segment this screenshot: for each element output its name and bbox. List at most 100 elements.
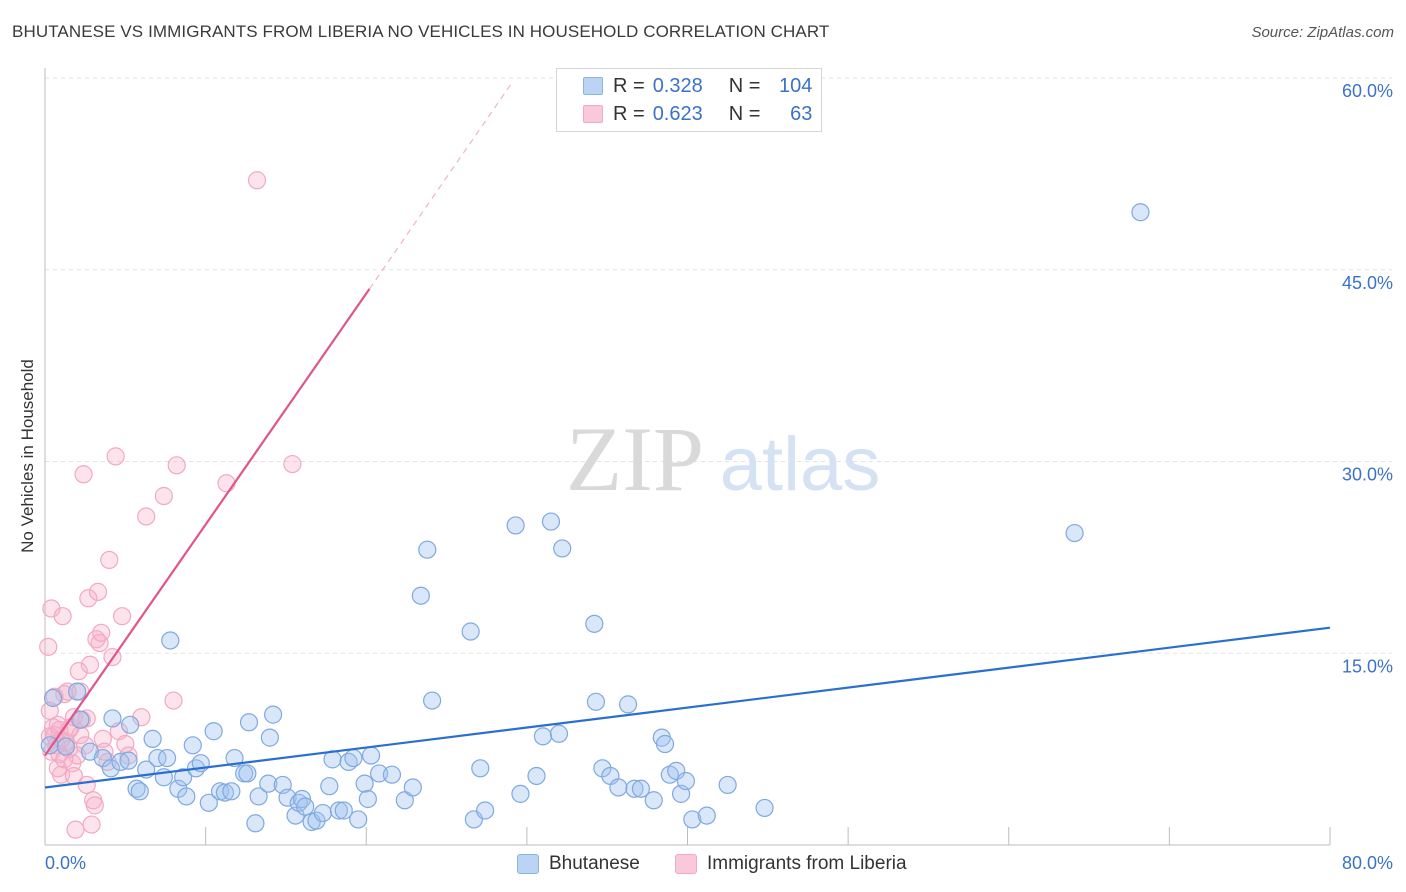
data-point-liberia (74, 465, 93, 484)
y-tick-label: 45.0% (1342, 273, 1393, 293)
data-point-bhutanese (260, 728, 279, 747)
trend-line-bhutanese (44, 626, 1331, 789)
data-point-bhutanese (246, 814, 265, 833)
data-point-bhutanese (349, 810, 368, 829)
trend-line-liberia (44, 288, 371, 757)
legend-swatch-liberia (583, 105, 603, 123)
data-point-bhutanese (238, 764, 257, 783)
data-point-bhutanese (541, 512, 561, 531)
data-point-bhutanese (461, 622, 480, 641)
bottom-legend-label-bhutanese: Bhutanese (549, 853, 640, 874)
data-point-bhutanese (222, 782, 241, 801)
data-point-bhutanese (418, 540, 437, 559)
data-point-bhutanese (553, 539, 572, 558)
data-point-bhutanese (56, 737, 75, 756)
trend-line-liberia-extension (368, 84, 512, 290)
data-point-bhutanese (249, 787, 268, 806)
data-point-liberia (112, 607, 132, 626)
data-point-bhutanese (585, 614, 604, 633)
data-point-bhutanese (263, 705, 283, 724)
x-tick-label: 0.0% (45, 853, 86, 873)
bottom-legend-swatch-bhutanese (517, 854, 539, 874)
data-point-liberia (71, 725, 90, 745)
bottom-legend-bhutanese: Bhutanese (517, 851, 640, 877)
data-point-bhutanese (101, 759, 120, 778)
legend-r-label: R = (613, 102, 645, 125)
data-point-bhutanese (157, 748, 177, 768)
data-point-bhutanese (382, 765, 402, 784)
data-point-liberia (69, 662, 88, 681)
chart-title: BHUTANESE VS IMMIGRANTS FROM LIBERIA NO … (12, 22, 830, 41)
data-point-bhutanese (631, 779, 651, 798)
data-point-liberia (39, 637, 58, 656)
data-point-bhutanese (183, 736, 202, 755)
data-point-liberia (164, 691, 183, 710)
data-point-bhutanese (506, 516, 525, 535)
data-point-liberia (217, 474, 236, 493)
data-point-bhutanese (511, 784, 530, 803)
data-point-liberia (85, 796, 104, 815)
y-tick-label: 30.0% (1342, 465, 1393, 485)
data-point-bhutanese (320, 777, 339, 796)
chart-source: Source: ZipAtlas.com (1251, 24, 1394, 41)
watermark-zip: ZIP (566, 408, 704, 510)
data-point-bhutanese (755, 798, 774, 818)
data-point-bhutanese (119, 751, 138, 770)
data-point-bhutanese (655, 734, 675, 754)
data-point-bhutanese (527, 766, 546, 786)
data-point-liberia (79, 589, 98, 608)
tick-labels: 15.0% 30.0% 45.0% 60.0% 0.0% 80.0% (45, 81, 1393, 873)
data-point-bhutanese (618, 695, 638, 714)
x-tick-label: 80.0% (1342, 853, 1393, 873)
data-point-bhutanese (130, 782, 149, 801)
data-point-liberia (66, 820, 85, 839)
data-point-liberia (283, 454, 302, 474)
data-point-liberia (167, 456, 186, 475)
data-point-liberia (106, 447, 125, 466)
legend-row-liberia: R = 0.623 N = 63 (557, 101, 812, 127)
y-tick-label: 60.0% (1342, 81, 1393, 101)
grid-layer (45, 77, 1392, 654)
legend-r-value: 0.623 (652, 102, 703, 125)
data-point-bhutanese (313, 803, 332, 823)
data-point-bhutanese (1065, 523, 1084, 543)
data-point-bhutanese (676, 771, 695, 791)
bottom-legend-swatch-liberia (675, 854, 697, 874)
bottom-legend-label-liberia: Immigrants from Liberia (707, 853, 907, 874)
axis-layer (44, 68, 1331, 846)
data-point-bhutanese (329, 801, 349, 820)
legend-r-label: R = (613, 74, 645, 97)
data-point-bhutanese (71, 710, 90, 729)
bottom-legend-liberia: Immigrants from Liberia (675, 851, 907, 877)
data-point-bhutanese (718, 775, 737, 795)
data-point-bhutanese (143, 729, 162, 748)
legend-n-label: N = (728, 74, 761, 97)
data-point-liberia (53, 607, 72, 626)
data-point-liberia (247, 171, 267, 190)
data-point-bhutanese (533, 727, 553, 746)
data-point-bhutanese (476, 801, 495, 820)
data-point-bhutanese (361, 746, 381, 765)
data-point-liberia (77, 775, 96, 795)
data-point-liberia (88, 582, 108, 601)
data-point-liberia (82, 815, 101, 834)
data-point-bhutanese (403, 778, 422, 797)
trend-lines (44, 84, 1331, 789)
data-point-bhutanese (215, 783, 234, 802)
legend-n-value: 63 (790, 102, 813, 125)
data-point-liberia (137, 507, 156, 526)
legend-r-value: 0.328 (652, 74, 703, 97)
data-point-liberia (95, 742, 114, 761)
data-point-bhutanese (199, 793, 218, 812)
data-point-bhutanese (43, 688, 63, 708)
data-point-bhutanese (344, 748, 363, 768)
data-point-bhutanese (423, 691, 442, 710)
data-point-bhutanese (68, 682, 87, 701)
series-bhutanese-points (40, 203, 1150, 833)
data-point-bhutanese (683, 810, 702, 829)
data-point-bhutanese (644, 791, 663, 810)
data-point-bhutanese (296, 797, 315, 816)
legend-n-value: 104 (779, 74, 813, 97)
data-point-bhutanese (355, 774, 374, 793)
